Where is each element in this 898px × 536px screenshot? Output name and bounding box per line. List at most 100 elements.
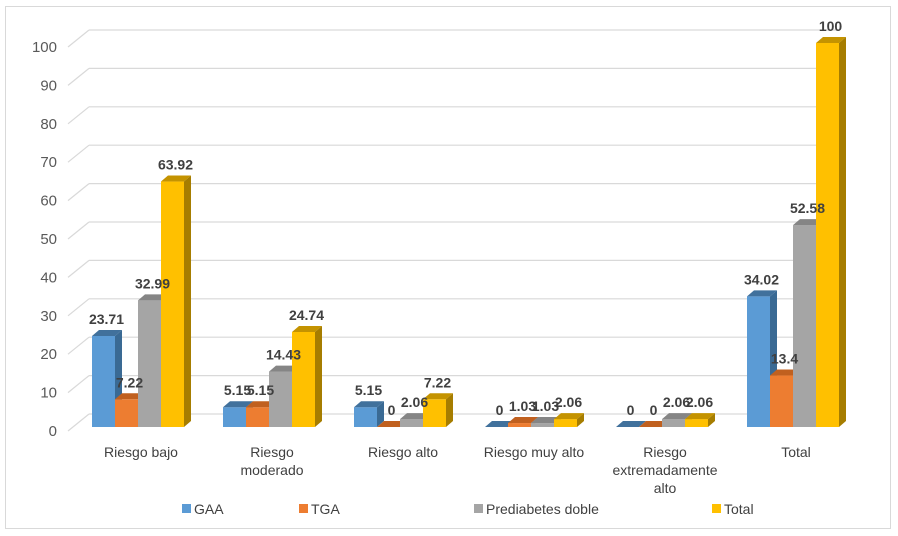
bar-total <box>423 393 453 427</box>
y-tick-label: 30 <box>40 308 57 325</box>
gridline-diagonal <box>67 298 90 317</box>
bar-front <box>423 399 446 427</box>
bar-top <box>400 413 430 420</box>
bar-top <box>354 401 384 408</box>
bar-gaa <box>354 401 384 427</box>
bar-top <box>269 365 299 372</box>
bar-front <box>508 423 531 427</box>
bar-top <box>138 294 168 301</box>
category-label-line: Riesgo <box>643 444 687 460</box>
y-tick-label: 90 <box>40 77 57 94</box>
bar-side <box>839 37 846 427</box>
bar-top <box>292 325 322 332</box>
bar-front <box>138 300 161 427</box>
bar-front <box>816 43 839 427</box>
bar-side <box>184 175 191 427</box>
data-label: 52.58 <box>790 200 825 216</box>
bar-gaa <box>485 421 515 428</box>
bar-front <box>747 296 770 427</box>
category-label-line: Riesgo alto <box>368 444 438 460</box>
bar-top <box>161 175 191 182</box>
y-tick-label: 40 <box>40 269 57 286</box>
y-tick-label: 80 <box>40 116 57 133</box>
legend-label: GAA <box>194 501 224 517</box>
y-tick-label: 0 <box>49 423 57 440</box>
bar-tga <box>639 421 669 428</box>
data-label: 32.99 <box>135 275 170 291</box>
data-label: 7.22 <box>424 374 451 390</box>
bar-top <box>747 290 777 297</box>
bar-front <box>115 399 138 427</box>
bar-total <box>161 175 191 427</box>
legend-item: GAA <box>182 501 224 517</box>
bar-total <box>292 325 322 427</box>
bar-top <box>770 369 800 376</box>
legend-swatch <box>474 504 483 513</box>
bar-top <box>246 401 276 408</box>
legend-label: Total <box>724 501 754 517</box>
bar-top <box>92 329 122 336</box>
data-label: 23.71 <box>89 311 124 327</box>
gridline-diagonal <box>67 183 90 202</box>
y-tick-label: 50 <box>40 231 57 248</box>
gridline-diagonal <box>67 106 90 125</box>
data-label: 0 <box>627 402 635 418</box>
bar-front <box>269 371 292 427</box>
y-axis-ticks: 0 10 20 30 40 50 60 70 80 90 100 <box>32 39 57 440</box>
data-label: 0 <box>388 402 396 418</box>
bar-front <box>554 419 577 427</box>
bar-top <box>554 413 584 420</box>
gridline-diagonal <box>67 259 90 278</box>
data-label: 5.15 <box>355 382 382 398</box>
legend-swatch <box>182 504 191 513</box>
category-label: Total <box>781 444 811 460</box>
bar-front <box>793 225 816 427</box>
data-label: 5.15 <box>224 382 251 398</box>
gridline-diagonal <box>67 67 90 86</box>
category-label-line: Riesgo <box>250 444 294 460</box>
bar-top <box>639 421 669 427</box>
bar-front <box>292 331 315 427</box>
bar-side <box>708 413 715 427</box>
bar-top <box>223 401 253 408</box>
data-label: 5.15 <box>247 382 274 398</box>
y-tick-label: 10 <box>40 385 57 402</box>
bar-side <box>377 401 384 427</box>
legend-item: Prediabetes doble <box>474 501 599 517</box>
data-label: 7.22 <box>116 374 143 390</box>
bar-front <box>770 375 793 427</box>
bar-top <box>508 417 538 424</box>
bar-front <box>685 419 708 427</box>
category-label-line: moderado <box>240 462 303 478</box>
bar-top <box>685 413 715 420</box>
bar-top <box>531 417 561 424</box>
data-label: 1.03 <box>509 398 536 414</box>
gridline-diagonal <box>67 29 90 48</box>
data-label: 13.4 <box>771 351 798 367</box>
data-label: 14.43 <box>266 347 301 363</box>
bar-front <box>400 419 423 427</box>
data-label: 2.06 <box>555 394 582 410</box>
gridline-diagonal <box>67 336 90 355</box>
category-label-line: Riesgo muy alto <box>484 444 585 460</box>
data-label: 63.92 <box>158 157 193 173</box>
bar-front <box>223 407 246 427</box>
bar-front <box>662 419 685 427</box>
category-label: Riesgo muy alto <box>484 444 585 460</box>
legend-item: Total <box>712 501 754 517</box>
bar-top <box>616 421 646 427</box>
y-tick-label: 100 <box>32 39 57 56</box>
bar-total <box>685 413 715 427</box>
data-labels: 23.717.2232.9963.925.155.1514.4324.745.1… <box>89 18 842 418</box>
category-label-line: alto <box>654 480 677 496</box>
chart-frame: 0 10 20 30 40 50 60 70 80 90 100 23.71 7.22 32.99 63.… <box>5 6 891 529</box>
legend-swatch <box>299 504 308 513</box>
bar-tga <box>377 421 407 428</box>
legend-label: Prediabetes doble <box>486 501 599 517</box>
bar-total <box>816 37 846 427</box>
bar-top <box>485 421 515 427</box>
y-tick-label: 70 <box>40 154 57 171</box>
bar-top <box>793 219 823 226</box>
data-label: 2.06 <box>401 394 428 410</box>
